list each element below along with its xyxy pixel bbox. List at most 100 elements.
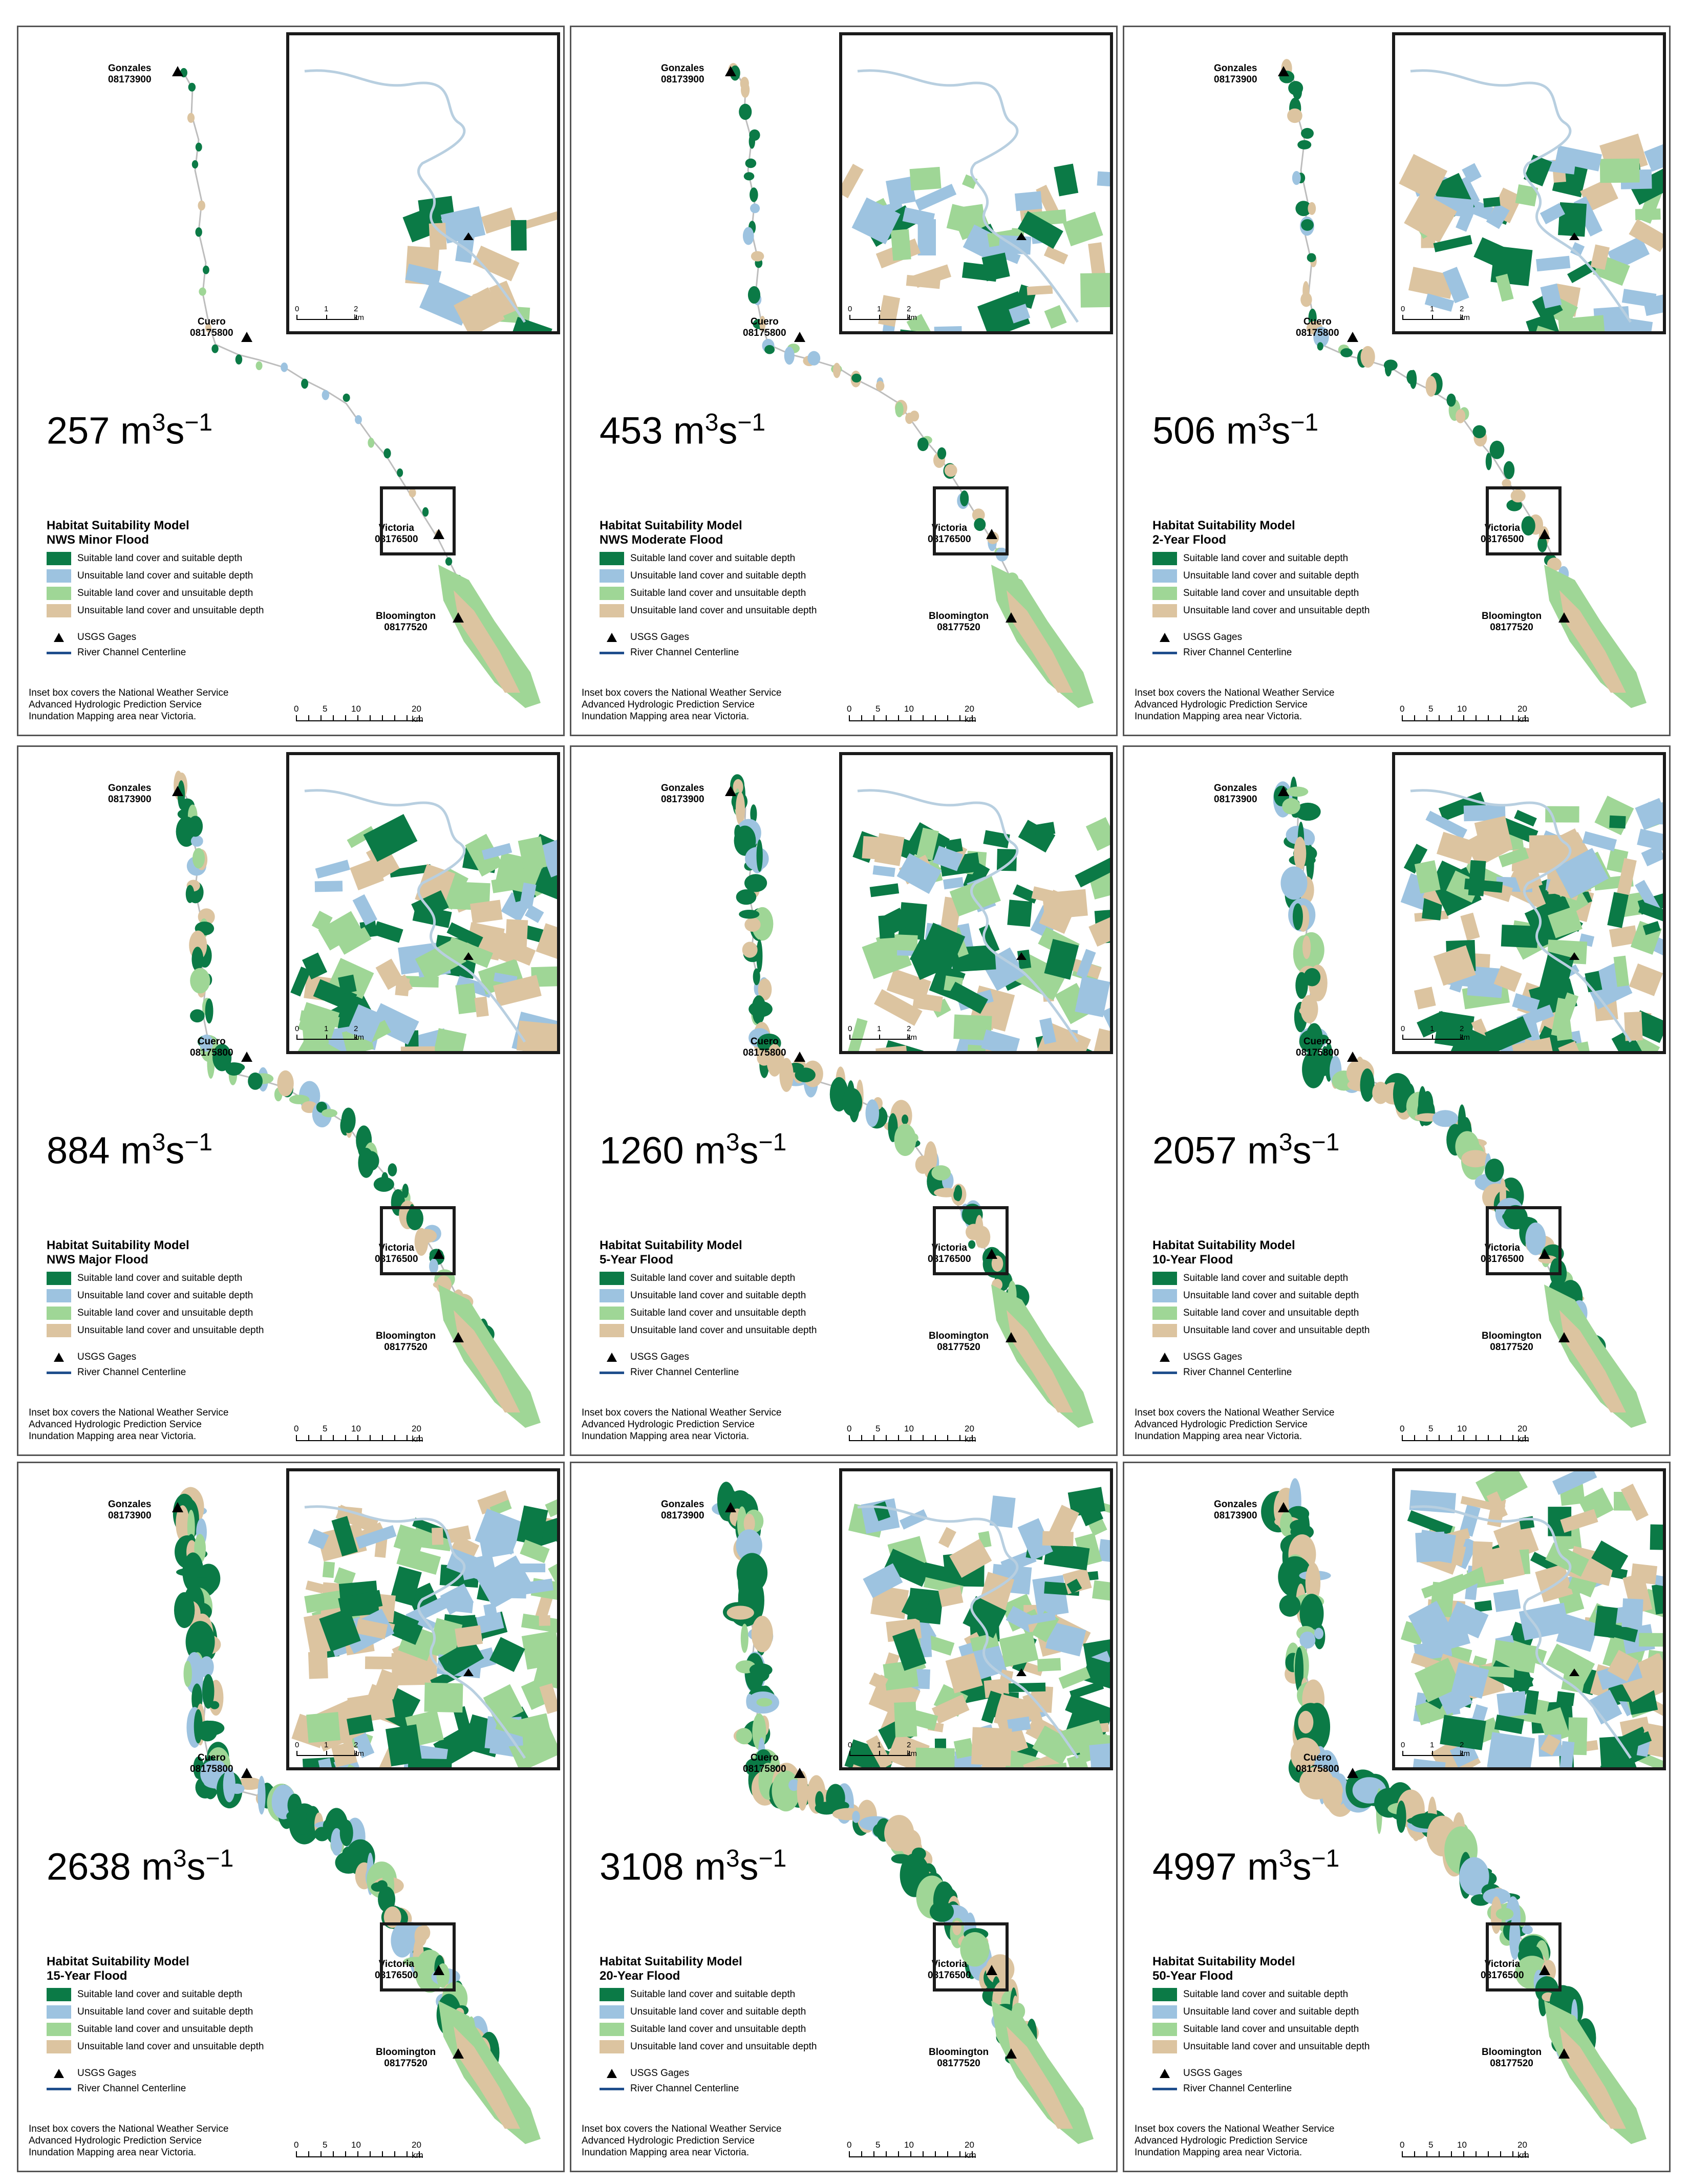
triangle-icon (1160, 1353, 1170, 1362)
inset-flood-patch (1493, 1589, 1521, 1612)
flood-patch (1308, 202, 1316, 215)
legend-swatch (1152, 569, 1177, 583)
inset-flood-patch (455, 1625, 483, 1647)
gage-label-cuero: Cuero 08175800 (190, 316, 233, 338)
legend-swatch (600, 2005, 624, 2019)
flood-patch (322, 1109, 338, 1118)
flood-patch (235, 354, 243, 365)
legend-item-label: Unsuitable land cover and unsuitable dep… (77, 1325, 264, 1336)
flood-patch (402, 1184, 409, 1198)
inset-flood-patch (1621, 289, 1657, 308)
gage-label-cuero: Cuero 08175800 (743, 1036, 786, 1058)
inset-flood-patch (1054, 982, 1093, 1024)
inset-note: Inset box covers the National Weather Se… (582, 2124, 782, 2158)
flood-patch (187, 113, 195, 123)
inset-flood-patch (1479, 1543, 1525, 1583)
inset-flood-patch (1460, 912, 1480, 941)
inset-flood-patch (446, 922, 483, 948)
flood-patch (1383, 359, 1398, 371)
inset-flood-patch (1594, 1605, 1618, 1638)
legend-item-label: Unsuitable land cover and suitable depth (77, 570, 253, 582)
inset-flood-patch (333, 1567, 356, 1588)
inset-flood-patch (1417, 1011, 1449, 1038)
inset-flood-patch (1447, 1601, 1489, 1639)
inset-flood-patch (331, 1516, 358, 1557)
inset-flood-patch (475, 1508, 524, 1555)
flood-patch (1396, 1800, 1406, 1833)
triangle-icon (1160, 633, 1170, 643)
inset-scale-tick: 2 km (354, 1741, 364, 1758)
flood-patch (1340, 348, 1353, 357)
flood-scenario: 5-Year Flood (600, 1252, 674, 1267)
legend-swatch (600, 1307, 624, 1320)
inset-flood-patch (470, 900, 503, 924)
inset-flood-patch (385, 1724, 422, 1767)
inset-flood-patch (1082, 1656, 1110, 1689)
legend-item-label: Unsuitable land cover and unsuitable dep… (1183, 2041, 1370, 2052)
inset-scale-tick: 0 (1401, 1024, 1405, 1033)
inset-river (1410, 69, 1632, 323)
gage-marker-victoria (433, 529, 444, 539)
inset-flood-patch (1433, 235, 1472, 252)
map-legend: Habitat Suitability Model 15-Year Flood … (47, 1955, 264, 2096)
flood-patch (750, 187, 758, 202)
inset-scale-tick: 1 (1430, 1741, 1435, 1749)
inset-flood-patch (511, 316, 552, 331)
inset-flood-patch (1621, 1598, 1643, 1628)
inset-flood-patch (1404, 191, 1457, 243)
inset-flood-patch (1635, 798, 1663, 830)
inset-scale-tick: 1 (324, 305, 329, 313)
inset-flood-patch (318, 1758, 334, 1767)
inset-flood-patch (886, 176, 916, 206)
flood-patch (174, 1592, 195, 1629)
inset-scale-bar: 0 1 2 km (295, 1024, 364, 1042)
inset-flood-patch (934, 1738, 947, 1750)
inset-flood-patch (933, 845, 963, 871)
inset-map: 0 1 2 km (1392, 1468, 1666, 1770)
legend-swatch (1152, 1307, 1177, 1320)
gage-marker-cuero (1347, 332, 1358, 342)
flood-patch (331, 1828, 343, 1856)
flood-patch (391, 1923, 414, 1958)
flood-patch (205, 323, 211, 332)
gage-label-bloomington: Bloomington 08177520 (1482, 611, 1542, 633)
discharge-label: 4997 m3s−1 (1152, 1845, 1340, 1888)
legend-swatch (600, 1289, 624, 1303)
inset-flood-patch (1062, 211, 1103, 247)
flood-patch (736, 1728, 753, 1745)
legend-item-label: Suitable land cover and suitable depth (630, 1273, 796, 1284)
inset-flood-patch (365, 1656, 406, 1670)
inset-flood-patch (1044, 305, 1067, 329)
inset-flood-patch (1630, 1036, 1660, 1051)
inset-scale-tick: 0 (848, 1741, 852, 1749)
gage-label-gonzales: Gonzales 08173900 (661, 783, 704, 805)
legend-swatch (47, 1289, 71, 1303)
inset-flood-patch (1085, 817, 1110, 851)
discharge-label: 2057 m3s−1 (1152, 1129, 1340, 1172)
legend-title: Habitat Suitability Model 20-Year Flood (600, 1955, 817, 1983)
legend-title: Habitat Suitability Model 10-Year Flood (1152, 1238, 1370, 1267)
scale-tick: 20 km (965, 1424, 976, 1444)
flood-extent-map (180, 68, 541, 708)
legend-title: Habitat Suitability Model 5-Year Flood (600, 1238, 817, 1267)
gage-marker-bloomington (1558, 1332, 1570, 1342)
scale-tick: 10 (1457, 704, 1467, 714)
gage-label-cuero: Cuero 08175800 (190, 1036, 233, 1058)
inset-flood-patch (1515, 184, 1538, 207)
gage-marker-victoria (1539, 1965, 1550, 1975)
legend-item-label: Unsuitable land cover and unsuitable dep… (77, 2041, 264, 2052)
gage-marker-gonzales (1278, 1502, 1289, 1512)
inset-flood-patch (997, 1715, 1029, 1755)
inset-flood-patch (1512, 993, 1540, 1014)
legend-title: Habitat Suitability Model NWS Major Floo… (47, 1238, 264, 1267)
inset-flood-patch (1467, 199, 1496, 222)
inset-flood-patch (1616, 858, 1637, 898)
inset-flood-patch (1516, 1004, 1554, 1029)
inset-scale-tick: 1 (324, 1741, 329, 1749)
inset-flood-patch (1554, 848, 1609, 899)
inset-flood-patch (951, 1033, 989, 1051)
legend-item-label: Suitable land cover and unsuitable depth (77, 1308, 253, 1319)
inset-scale-tick: 2 km (907, 1024, 917, 1042)
discharge-value: 453 (600, 409, 663, 452)
legend-item: Suitable land cover and unsuitable depth (47, 1304, 264, 1322)
